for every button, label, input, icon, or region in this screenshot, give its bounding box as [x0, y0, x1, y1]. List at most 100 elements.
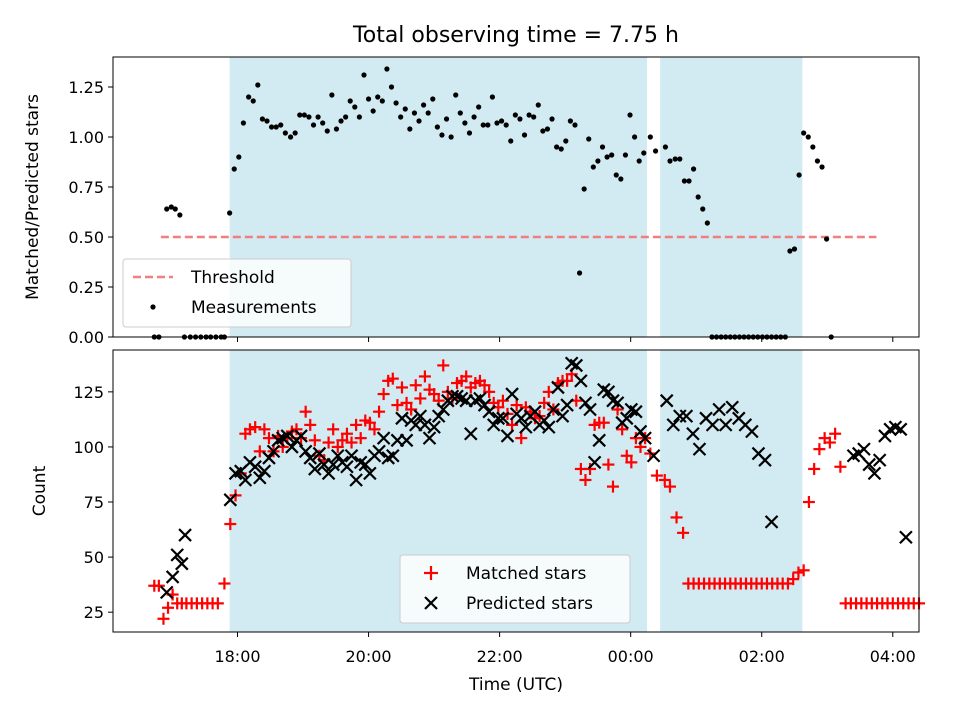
- predicted-star-marker: [610, 396, 625, 410]
- top-y-axis-label: Matched/Predicted stars: [23, 94, 43, 300]
- measurement-point: [586, 136, 592, 142]
- measurement-point: [563, 138, 569, 144]
- predicted-star-marker: [285, 440, 299, 454]
- measurement-point: [485, 122, 491, 128]
- matched-star-marker: [797, 564, 810, 577]
- top-y-tick-label: 0.00: [68, 328, 104, 347]
- measurement-point: [581, 186, 587, 192]
- legend-measurements-swatch: [150, 304, 156, 310]
- predicted-stars-points: [159, 356, 913, 600]
- matched-star-marker: [395, 381, 408, 394]
- matched-star-marker: [446, 392, 459, 405]
- bottom-y-tick-label: 50: [84, 548, 104, 567]
- measurement-point: [172, 206, 178, 212]
- measurement-point: [672, 156, 678, 162]
- measurement-point: [471, 114, 477, 120]
- predicted-star-marker: [555, 409, 570, 423]
- measurement-point: [398, 114, 404, 120]
- measurement-point: [379, 98, 385, 104]
- predicted-star-marker: [280, 429, 295, 443]
- measurement-point: [494, 120, 500, 126]
- matched-star-marker: [650, 469, 663, 482]
- matched-star-marker: [262, 432, 275, 445]
- predicted-star-marker: [422, 431, 437, 445]
- measurement-point: [177, 212, 183, 218]
- measurement-point: [338, 118, 344, 124]
- measurement-point: [819, 164, 825, 170]
- measurement-point: [636, 158, 642, 164]
- measurement-point: [595, 158, 601, 164]
- predicted-star-marker: [491, 411, 506, 426]
- measurement-point: [681, 178, 688, 184]
- matched-star-marker: [336, 434, 349, 447]
- predicted-star-marker: [862, 457, 876, 472]
- measurement-point: [416, 118, 422, 124]
- measurement-point: [278, 122, 284, 128]
- predicted-star-marker: [363, 466, 377, 481]
- bottom-axes-frame: [112, 349, 920, 633]
- predicted-star-marker: [482, 404, 496, 419]
- measurement-point: [652, 148, 659, 154]
- legend-predicted-swatch: [424, 596, 438, 610]
- top-legend: Threshold Measurements: [122, 258, 352, 328]
- predicted-star-marker: [686, 426, 700, 441]
- measurement-point: [558, 146, 564, 152]
- bottom-y-tick-label: 100: [73, 438, 104, 457]
- matched-star-marker: [162, 601, 175, 614]
- predicted-star-marker: [725, 400, 740, 415]
- predicted-star-marker: [692, 442, 707, 456]
- measurement-point: [250, 98, 256, 104]
- x-tick-label: 00:00: [608, 647, 654, 666]
- measurement-point: [443, 116, 450, 122]
- bottom-y-tick-label: 125: [73, 383, 104, 402]
- measurement-point: [526, 112, 532, 118]
- matched-star-marker: [400, 396, 413, 409]
- measurement-point: [622, 152, 629, 158]
- predicted-star-marker: [349, 473, 363, 487]
- measurement-point: [282, 130, 288, 136]
- measurement-point: [695, 194, 701, 200]
- predicted-star-marker: [262, 451, 276, 465]
- measurement-point: [164, 206, 170, 212]
- matched-star-marker: [823, 436, 836, 449]
- bottom-legend: Matched stars Predicted stars: [399, 554, 631, 624]
- measurement-point: [503, 122, 509, 128]
- predicted-star-marker: [431, 409, 446, 423]
- top-x-ticks: [237, 337, 894, 342]
- x-tick-label: 02:00: [739, 647, 785, 666]
- x-tick-label: 18:00: [214, 647, 260, 666]
- predicted-star-marker: [666, 418, 681, 432]
- matched-star-marker: [625, 456, 638, 469]
- matched-star-marker: [616, 423, 629, 436]
- measurement-point: [268, 124, 275, 130]
- predicted-star-marker: [679, 409, 694, 423]
- predicted-star-marker: [427, 420, 441, 434]
- predicted-star-marker: [629, 404, 643, 419]
- predicted-star-marker: [574, 374, 588, 388]
- measurement-point: [700, 206, 706, 212]
- matched-star-marker: [658, 473, 671, 486]
- measurement-point: [301, 112, 307, 118]
- measurement-point: [236, 154, 242, 160]
- predicted-star-marker: [330, 448, 345, 463]
- measurement-point: [411, 110, 418, 116]
- predicted-star-marker: [569, 358, 584, 373]
- bottom-span-1: [660, 350, 803, 632]
- predicted-star-marker: [893, 422, 908, 437]
- measurement-point: [512, 112, 518, 118]
- measurement-point: [549, 116, 555, 122]
- top-legend-box: [122, 258, 352, 328]
- predicted-star-marker: [344, 448, 359, 463]
- predicted-star-marker: [745, 424, 759, 439]
- matched-star-marker: [377, 388, 390, 401]
- predicted-star-marker: [705, 418, 720, 432]
- measurement-point: [439, 132, 445, 138]
- measurement-point: [287, 134, 294, 140]
- predicted-star-marker: [505, 387, 519, 401]
- measurement-point: [297, 112, 303, 118]
- bottom-y-tick-label: 25: [84, 603, 104, 622]
- measurement-point: [554, 144, 560, 150]
- matched-star-marker: [813, 443, 826, 456]
- measurement-point: [521, 132, 528, 138]
